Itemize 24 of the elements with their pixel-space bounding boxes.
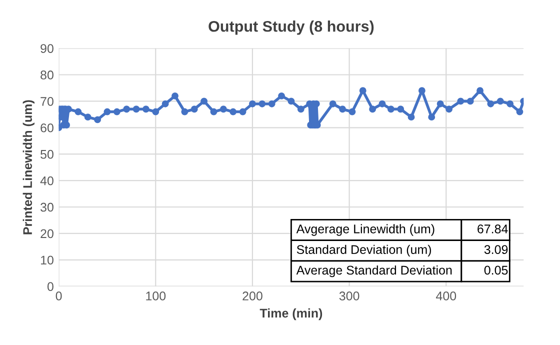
y-tick-label: 70 <box>40 97 54 106</box>
y-tick-label: 60 <box>40 123 54 132</box>
y-tick-label: 90 <box>40 44 54 53</box>
annotation: Standard Deviation (um) <box>296 244 432 256</box>
annotation: Average Standard Deviation <box>296 265 452 278</box>
annotation: 0.05 <box>484 266 508 275</box>
annotation: Avgerage Linewidth (um) <box>296 224 434 236</box>
y-tick-label: 20 <box>40 229 54 238</box>
x-tick-label: 300 <box>339 292 360 300</box>
y-tick-label: 50 <box>40 150 54 159</box>
y-tick-label: 80 <box>40 70 54 80</box>
x-tick-label: 0 <box>56 292 62 300</box>
y-tick-label: 10 <box>40 256 54 265</box>
x-tick-label: 400 <box>436 292 456 300</box>
y-tick-label: 30 <box>40 202 54 212</box>
x-tick-label: 200 <box>242 292 262 300</box>
chart-title: Output Study (8 hours) <box>208 20 374 35</box>
annotation: 67.84 <box>478 224 508 234</box>
y-tick-label: 40 <box>40 176 54 186</box>
x-axis-title: Time (min) <box>260 308 322 320</box>
x-tick-label: 100 <box>146 292 166 300</box>
y-tick-label: 0 <box>47 282 54 291</box>
y-axis-title: Printed Linewidth (um) <box>22 100 34 234</box>
annotation: 3.09 <box>484 245 508 254</box>
